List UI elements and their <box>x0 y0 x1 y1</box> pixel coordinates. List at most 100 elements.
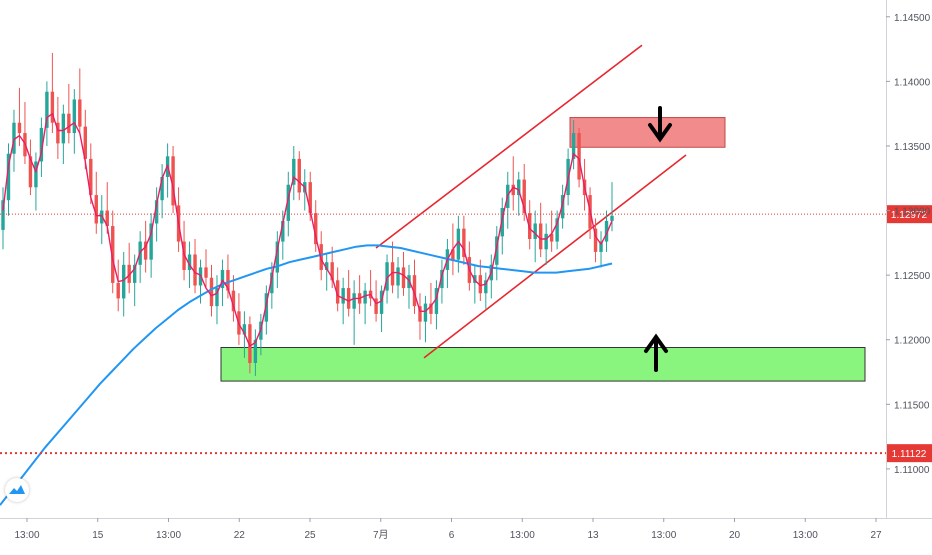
candle-body <box>253 339 258 363</box>
candle-body <box>111 226 115 283</box>
candle-body <box>346 288 351 309</box>
candle-body <box>330 262 334 281</box>
x-tick-label: 13:00 <box>651 530 676 541</box>
candle-body <box>275 241 280 273</box>
candle-body <box>72 99 77 134</box>
candle-body <box>451 249 455 260</box>
y-tick-label: 1.13000 <box>894 207 931 218</box>
candle-body <box>78 99 82 127</box>
candle-body <box>495 236 499 265</box>
candle-body <box>187 254 192 270</box>
channel-lower-line <box>423 154 687 359</box>
candle-body <box>171 156 175 206</box>
candle-body <box>248 324 252 363</box>
candle-body <box>17 122 22 134</box>
candle-body <box>226 269 230 291</box>
candle-body <box>401 267 406 289</box>
candle-body <box>89 158 93 196</box>
x-tick-label: 13:00 <box>156 530 181 541</box>
moving-average-layer <box>0 112 613 506</box>
candle-body <box>604 220 609 242</box>
candle-body <box>385 262 389 291</box>
candle-body <box>122 264 126 299</box>
candle-body <box>1 200 5 230</box>
candle-body <box>423 303 428 322</box>
x-tick-label: 22 <box>234 530 246 541</box>
candle-body <box>94 195 98 224</box>
candle-body <box>544 233 548 250</box>
y-tick-label: 1.12500 <box>894 271 931 282</box>
candle-body <box>412 275 417 307</box>
candle-body <box>204 267 208 278</box>
candle-body <box>286 184 290 221</box>
support-zone <box>220 346 866 382</box>
x-tick-label: 6 <box>449 530 455 541</box>
x-tick-label: 25 <box>304 530 316 541</box>
down-arrow-icon <box>648 106 672 143</box>
candle-body <box>511 184 515 196</box>
candle-body <box>270 272 274 294</box>
axis-layer: 1.14500 1.14000 1.13500 1.13000 1.12500 1.120… <box>0 0 932 541</box>
x-tick-label: 13:00 <box>793 530 818 541</box>
candle-body <box>429 303 433 314</box>
candle-body <box>127 264 131 283</box>
y-tick-label: 1.14500 <box>894 13 931 24</box>
candle-body <box>379 290 384 314</box>
candle-body <box>6 153 11 201</box>
candle-body <box>39 127 44 162</box>
price-line-badge <box>887 444 932 463</box>
y-tick-label: 1.11000 <box>894 465 930 476</box>
candle-body <box>434 288 439 314</box>
candle-body <box>34 161 38 188</box>
candle-body <box>440 269 444 289</box>
candle-body <box>132 264 137 283</box>
x-tick-label: 7月 <box>373 529 389 541</box>
candle-body <box>215 288 219 307</box>
candle-body <box>83 126 87 159</box>
tradingview-logo-icon[interactable] <box>5 478 29 502</box>
candle-body <box>297 158 301 193</box>
candle-body <box>325 262 329 270</box>
x-tick-label: 27 <box>870 530 882 541</box>
candle-body <box>335 280 340 304</box>
price-line-badge <box>887 205 932 224</box>
candle-body <box>50 91 55 123</box>
x-tick-label: 13 <box>587 530 599 541</box>
candle-body <box>220 269 225 289</box>
candle-body <box>555 218 559 242</box>
candle-body <box>484 280 488 294</box>
candle-body <box>264 293 269 322</box>
candle-body <box>116 282 120 299</box>
candle-body <box>67 113 71 134</box>
candle-body <box>456 228 461 260</box>
x-tick-label: 13:00 <box>14 530 39 541</box>
candle-body <box>281 220 285 242</box>
resistance-zone <box>569 117 726 148</box>
candle-body <box>143 241 148 260</box>
candle-body <box>522 179 526 214</box>
candle-body <box>12 122 16 154</box>
candle-body <box>242 324 247 335</box>
candle-body <box>292 158 296 185</box>
price-line-label: 1.12972 <box>891 210 928 221</box>
candle-body <box>193 254 197 286</box>
candle-body <box>231 290 236 312</box>
price-line-label: 1.11122 <box>892 449 927 460</box>
candle-body <box>577 133 581 180</box>
candle-body <box>599 241 603 252</box>
candle-body <box>418 306 422 322</box>
candle-body <box>149 223 153 260</box>
candle-body <box>61 113 66 144</box>
candle-body <box>396 267 400 286</box>
y-tick-label: 1.12000 <box>894 336 931 347</box>
candle-body <box>533 223 537 239</box>
y-tick-label: 1.13500 <box>894 142 931 153</box>
slow-moving-average-line <box>0 244 613 506</box>
y-tick-label: 1.11500 <box>894 400 930 411</box>
candle-body <box>352 293 356 309</box>
candle-body <box>390 262 395 286</box>
zone-layer <box>220 106 866 382</box>
x-tick-label: 15 <box>92 530 104 541</box>
